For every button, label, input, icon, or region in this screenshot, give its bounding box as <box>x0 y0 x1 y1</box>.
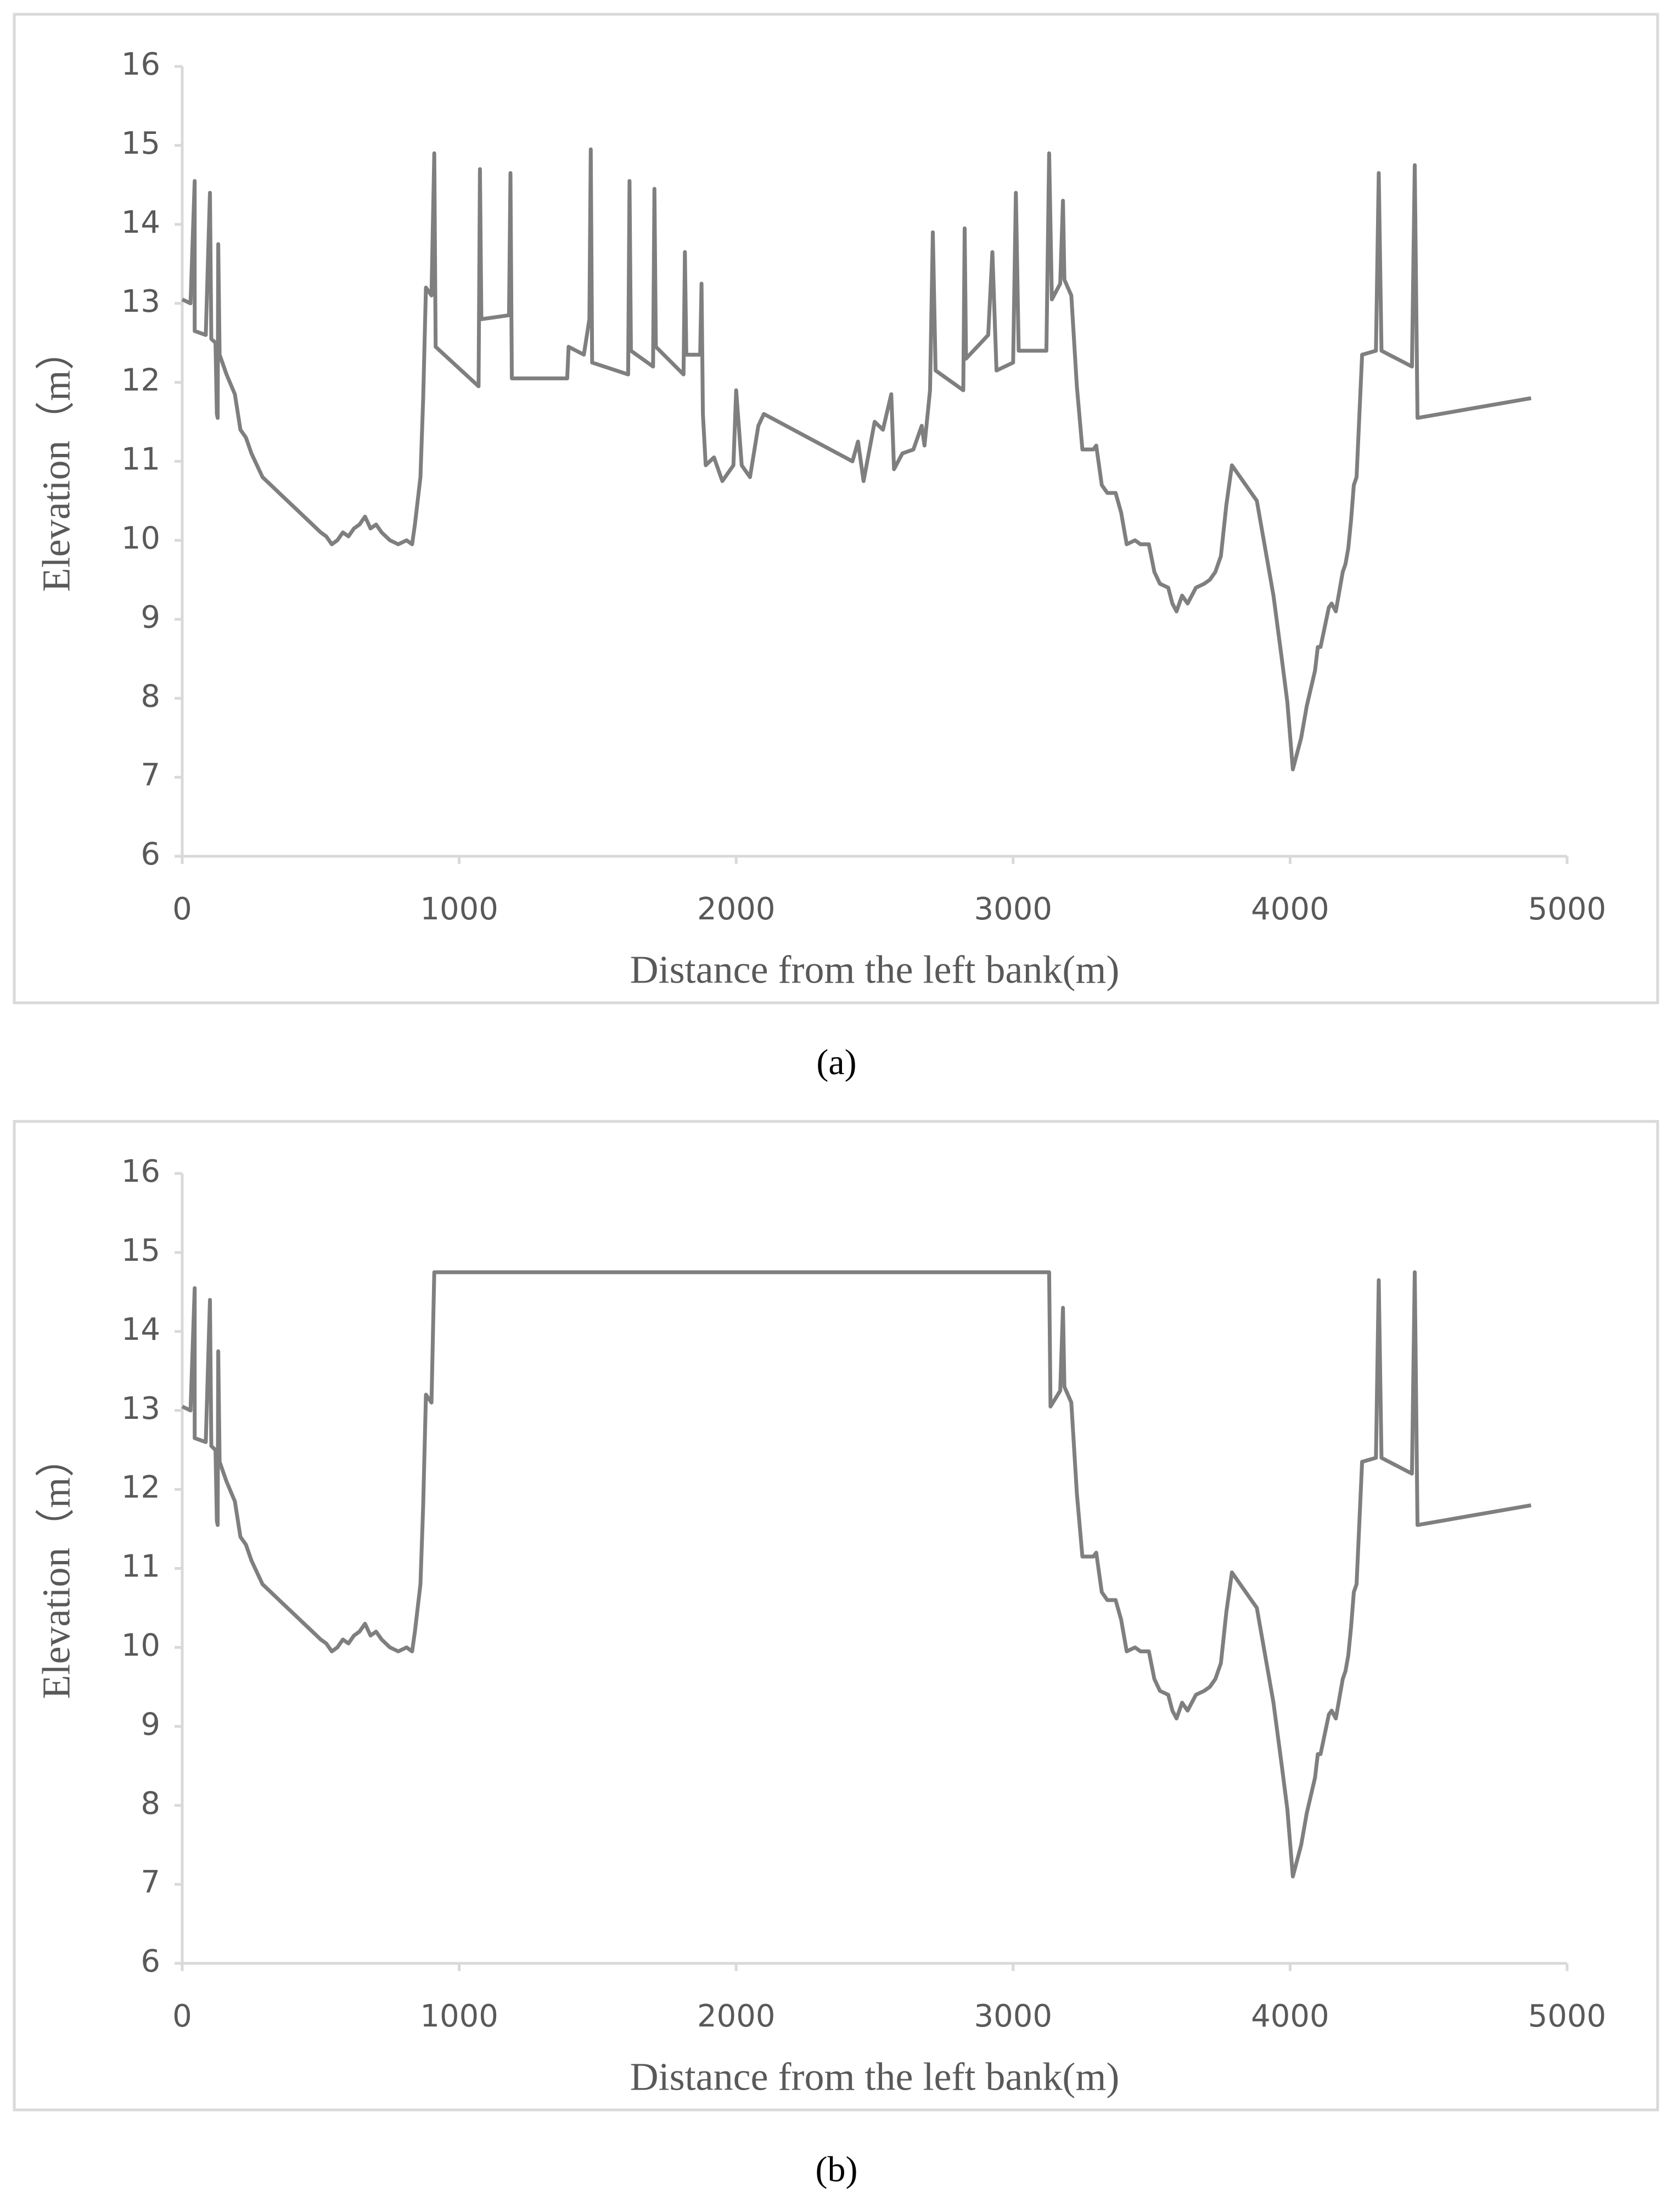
y-tick-label: 9 <box>141 1706 160 1742</box>
x-tick-label: 1000 <box>420 1998 498 2034</box>
y-tick-label: 13 <box>121 284 160 319</box>
chart-frame <box>13 1120 1659 2112</box>
x-tick-label: 5000 <box>1528 1998 1607 2034</box>
caption: (a) <box>816 1042 856 1082</box>
x-tick-label: 0 <box>172 1998 192 2034</box>
y-axis-title: Elevation（m） <box>35 1438 78 1699</box>
y-tick-label: 7 <box>141 757 160 793</box>
y-tick-label: 9 <box>141 599 160 635</box>
chart: 6 7 8 9 10 11 12 13 14 15 16 0 1000 2000 3000 4000 5000 D… <box>13 13 1659 1082</box>
caption: (b) <box>816 2149 858 2189</box>
x-tick-label: 3000 <box>974 891 1053 927</box>
y-tick-label: 8 <box>141 678 160 714</box>
y-tick-label: 6 <box>141 836 160 872</box>
data-line <box>181 147 1531 772</box>
y-tick-label: 14 <box>121 1312 160 1348</box>
y-tick-label: 12 <box>121 1470 160 1506</box>
y-tick-label: 13 <box>121 1391 160 1427</box>
y-tick-label: 10 <box>121 1628 160 1664</box>
x-axis-title: Distance from the left bank(m) <box>630 948 1120 992</box>
y-tick-label: 11 <box>121 442 160 478</box>
y-tick-label: 8 <box>141 1786 160 1821</box>
y-tick-label: 15 <box>121 1233 160 1268</box>
x-tick-label: 2000 <box>697 891 776 927</box>
y-tick-label: 14 <box>121 205 160 240</box>
y-tick-label: 16 <box>121 47 160 82</box>
x-tick-label: 1000 <box>420 891 498 927</box>
x-tick-label: 5000 <box>1528 891 1607 927</box>
y-tick-label: 15 <box>121 126 160 161</box>
y-tick-label: 11 <box>121 1549 160 1585</box>
x-tick-label: 4000 <box>1251 891 1329 927</box>
y-axis-title: Elevation（m） <box>35 331 78 592</box>
y-tick-label: 16 <box>121 1154 160 1189</box>
y-tick-label: 7 <box>141 1865 160 1900</box>
x-axis-title: Distance from the left bank(m) <box>630 2055 1120 2099</box>
x-tick-label: 0 <box>172 891 192 927</box>
y-tick-label: 12 <box>121 363 160 398</box>
chart: 6 7 8 9 10 11 12 13 14 15 16 0 1000 2000 3000 4000 5000 D… <box>13 1120 1659 2189</box>
x-tick-label: 2000 <box>697 1998 776 2034</box>
data-line <box>181 1270 1531 1879</box>
y-tick-label: 6 <box>141 1944 160 1979</box>
x-tick-label: 3000 <box>974 1998 1053 2034</box>
chart-frame <box>13 13 1659 1004</box>
y-tick-label: 10 <box>121 521 160 557</box>
x-tick-label: 4000 <box>1251 1998 1329 2034</box>
